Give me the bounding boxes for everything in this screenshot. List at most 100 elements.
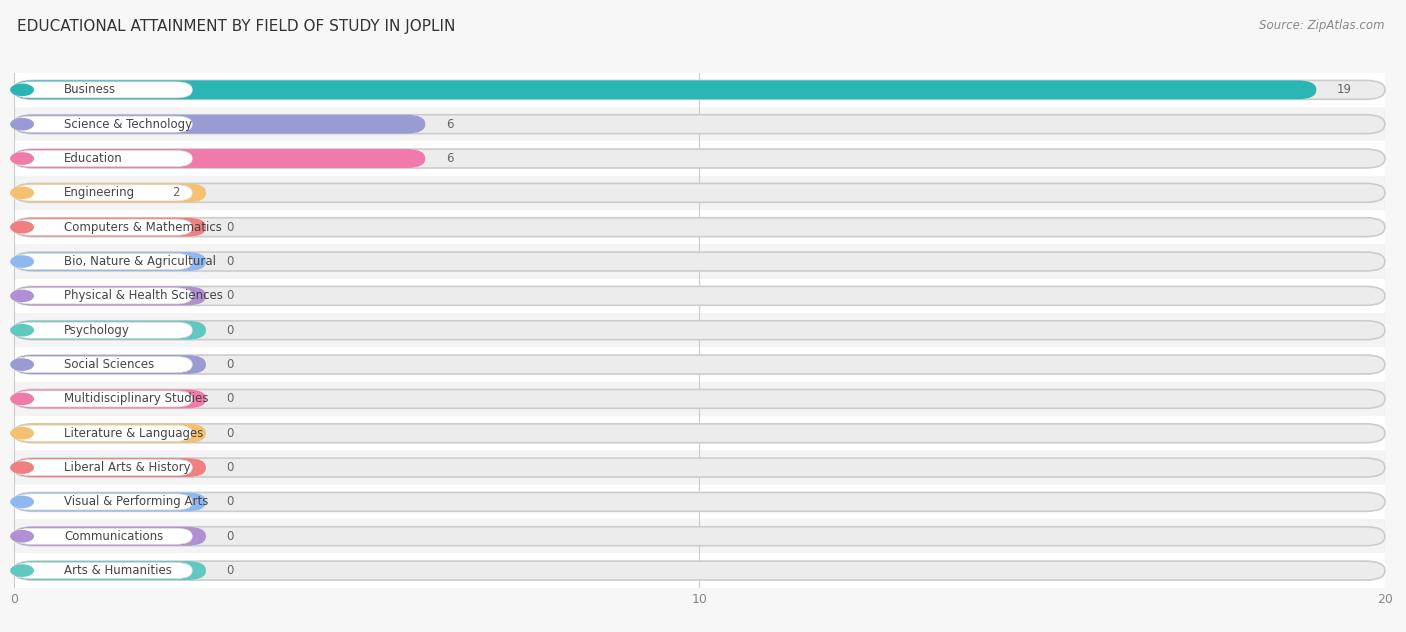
FancyBboxPatch shape (14, 494, 193, 510)
FancyBboxPatch shape (14, 185, 193, 201)
Bar (14, 107, 1385, 142)
Text: 6: 6 (446, 118, 453, 131)
Text: Source: ZipAtlas.com: Source: ZipAtlas.com (1260, 19, 1385, 32)
FancyBboxPatch shape (14, 115, 425, 133)
FancyBboxPatch shape (14, 424, 207, 442)
Circle shape (11, 222, 34, 233)
FancyBboxPatch shape (14, 288, 193, 304)
Text: 0: 0 (226, 495, 233, 508)
FancyBboxPatch shape (14, 80, 1385, 99)
Bar (14, 382, 1385, 416)
FancyBboxPatch shape (14, 389, 1385, 408)
Text: 19: 19 (1337, 83, 1353, 96)
Bar (14, 519, 1385, 554)
Circle shape (11, 393, 34, 404)
FancyBboxPatch shape (14, 458, 207, 477)
Circle shape (11, 153, 34, 164)
Circle shape (11, 496, 34, 507)
FancyBboxPatch shape (14, 527, 207, 545)
FancyBboxPatch shape (14, 322, 193, 338)
Bar (14, 142, 1385, 176)
Text: Multidisciplinary Studies: Multidisciplinary Studies (63, 392, 208, 405)
FancyBboxPatch shape (14, 252, 1385, 271)
FancyBboxPatch shape (14, 562, 193, 579)
FancyBboxPatch shape (14, 458, 1385, 477)
Text: 0: 0 (226, 392, 233, 405)
FancyBboxPatch shape (14, 527, 1385, 545)
FancyBboxPatch shape (14, 80, 1316, 99)
Text: Arts & Humanities: Arts & Humanities (63, 564, 172, 577)
Circle shape (11, 325, 34, 336)
FancyBboxPatch shape (14, 252, 207, 271)
Text: 0: 0 (226, 324, 233, 337)
Bar (14, 210, 1385, 245)
Text: Liberal Arts & History: Liberal Arts & History (63, 461, 191, 474)
FancyBboxPatch shape (14, 286, 207, 305)
Text: Bio, Nature & Agricultural: Bio, Nature & Agricultural (63, 255, 217, 268)
FancyBboxPatch shape (14, 219, 193, 235)
Bar (14, 313, 1385, 348)
Text: Visual & Performing Arts: Visual & Performing Arts (63, 495, 208, 508)
Circle shape (11, 119, 34, 130)
Circle shape (11, 359, 34, 370)
Text: Education: Education (63, 152, 122, 165)
Text: Business: Business (63, 83, 117, 96)
FancyBboxPatch shape (14, 355, 1385, 374)
FancyBboxPatch shape (14, 459, 193, 476)
Text: Physical & Health Sciences: Physical & Health Sciences (63, 289, 222, 302)
FancyBboxPatch shape (14, 82, 193, 98)
FancyBboxPatch shape (14, 183, 1385, 202)
Circle shape (11, 84, 34, 95)
Text: Computers & Mathematics: Computers & Mathematics (63, 221, 222, 234)
FancyBboxPatch shape (14, 149, 1385, 168)
FancyBboxPatch shape (14, 253, 193, 270)
Bar (14, 245, 1385, 279)
FancyBboxPatch shape (14, 492, 1385, 511)
Circle shape (11, 290, 34, 301)
Circle shape (11, 256, 34, 267)
FancyBboxPatch shape (14, 424, 1385, 442)
Bar (14, 485, 1385, 519)
FancyBboxPatch shape (14, 492, 207, 511)
Text: Psychology: Psychology (63, 324, 129, 337)
FancyBboxPatch shape (14, 356, 193, 373)
Text: 0: 0 (226, 564, 233, 577)
Text: Literature & Languages: Literature & Languages (63, 427, 204, 440)
Circle shape (11, 428, 34, 439)
FancyBboxPatch shape (14, 218, 1385, 236)
Bar (14, 73, 1385, 107)
FancyBboxPatch shape (14, 391, 193, 407)
Text: EDUCATIONAL ATTAINMENT BY FIELD OF STUDY IN JOPLIN: EDUCATIONAL ATTAINMENT BY FIELD OF STUDY… (17, 19, 456, 34)
FancyBboxPatch shape (14, 150, 193, 167)
Text: 0: 0 (226, 427, 233, 440)
Circle shape (11, 531, 34, 542)
FancyBboxPatch shape (14, 115, 1385, 133)
Text: Science & Technology: Science & Technology (63, 118, 193, 131)
Text: 0: 0 (226, 530, 233, 543)
Text: Engineering: Engineering (63, 186, 135, 199)
FancyBboxPatch shape (14, 116, 193, 132)
Circle shape (11, 565, 34, 576)
Text: Communications: Communications (63, 530, 163, 543)
Text: 0: 0 (226, 358, 233, 371)
Text: 0: 0 (226, 255, 233, 268)
Text: 2: 2 (172, 186, 179, 199)
Text: 6: 6 (446, 152, 453, 165)
Circle shape (11, 462, 34, 473)
FancyBboxPatch shape (14, 389, 207, 408)
FancyBboxPatch shape (14, 528, 193, 544)
FancyBboxPatch shape (14, 149, 425, 168)
FancyBboxPatch shape (14, 321, 1385, 339)
Text: 0: 0 (226, 289, 233, 302)
Bar (14, 451, 1385, 485)
Bar (14, 348, 1385, 382)
Circle shape (11, 187, 34, 198)
Bar (14, 279, 1385, 313)
FancyBboxPatch shape (14, 183, 207, 202)
FancyBboxPatch shape (14, 561, 1385, 580)
FancyBboxPatch shape (14, 355, 207, 374)
Bar (14, 416, 1385, 451)
Text: 0: 0 (226, 461, 233, 474)
FancyBboxPatch shape (14, 321, 207, 339)
FancyBboxPatch shape (14, 561, 207, 580)
